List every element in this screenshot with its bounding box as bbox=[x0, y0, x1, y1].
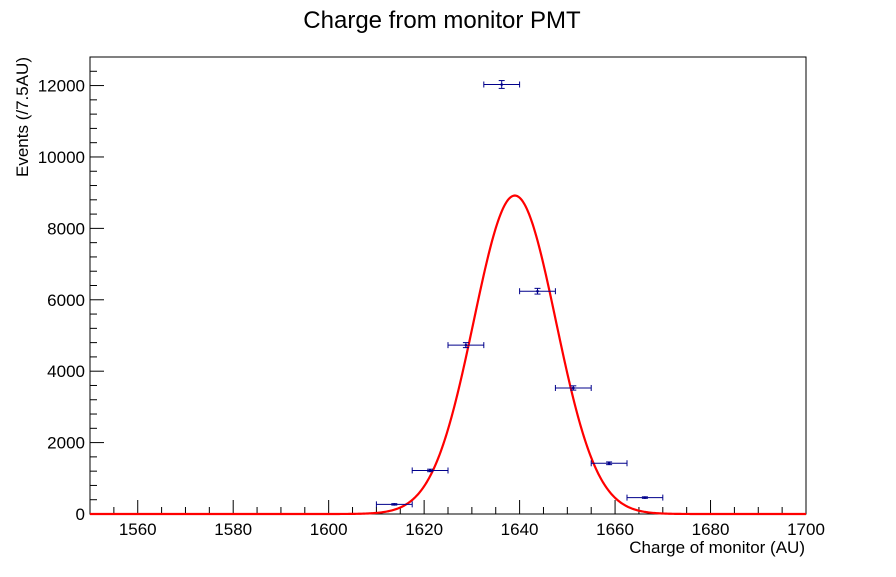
x-tick-label: 1620 bbox=[405, 520, 443, 539]
data-point bbox=[411, 467, 449, 474]
point-marker bbox=[500, 83, 504, 86]
y-tick-label: 6000 bbox=[47, 291, 85, 310]
axes-layer: 1560 1580 1600 1620 1640 1660 1680 1700 0 2000 400… bbox=[38, 56, 825, 539]
data-point bbox=[447, 342, 485, 349]
points-layer bbox=[375, 80, 664, 508]
x-tick-label: 1680 bbox=[692, 520, 730, 539]
point-marker bbox=[572, 386, 575, 390]
chart-title: Charge from monitor PMT bbox=[303, 7, 581, 34]
x-tick-label: 1660 bbox=[596, 520, 634, 539]
x-tick-label: 1600 bbox=[310, 520, 348, 539]
y-tick-label: 8000 bbox=[47, 219, 85, 238]
x-tick-label: 1560 bbox=[119, 520, 157, 539]
y-tick-label: 2000 bbox=[47, 434, 85, 453]
x-tick-label: 1580 bbox=[214, 520, 252, 539]
data-point bbox=[483, 80, 521, 89]
plot-frame bbox=[89, 56, 807, 515]
data-point bbox=[626, 494, 664, 501]
point-marker bbox=[428, 469, 432, 472]
y-tick-label: 12000 bbox=[38, 77, 85, 96]
x-tick-label: 1700 bbox=[787, 520, 825, 539]
y-tick-label: 0 bbox=[76, 505, 85, 524]
fit-curve bbox=[90, 194, 806, 516]
point-marker bbox=[607, 462, 611, 465]
y-tick-label: 10000 bbox=[38, 148, 85, 167]
point-marker bbox=[464, 343, 468, 347]
data-point bbox=[554, 384, 592, 391]
fit-layer bbox=[90, 194, 806, 516]
x-axis-label: Charge of monitor (AU) bbox=[629, 538, 805, 557]
point-marker bbox=[643, 496, 647, 499]
point-marker bbox=[536, 289, 539, 293]
data-point bbox=[375, 501, 413, 508]
x-tick-label: 1640 bbox=[501, 520, 539, 539]
point-marker bbox=[393, 503, 396, 506]
data-point bbox=[519, 287, 556, 295]
y-tick-label: 4000 bbox=[47, 362, 85, 381]
data-point bbox=[590, 460, 628, 467]
y-axis-label: Events (/7.5AU) bbox=[13, 57, 32, 177]
